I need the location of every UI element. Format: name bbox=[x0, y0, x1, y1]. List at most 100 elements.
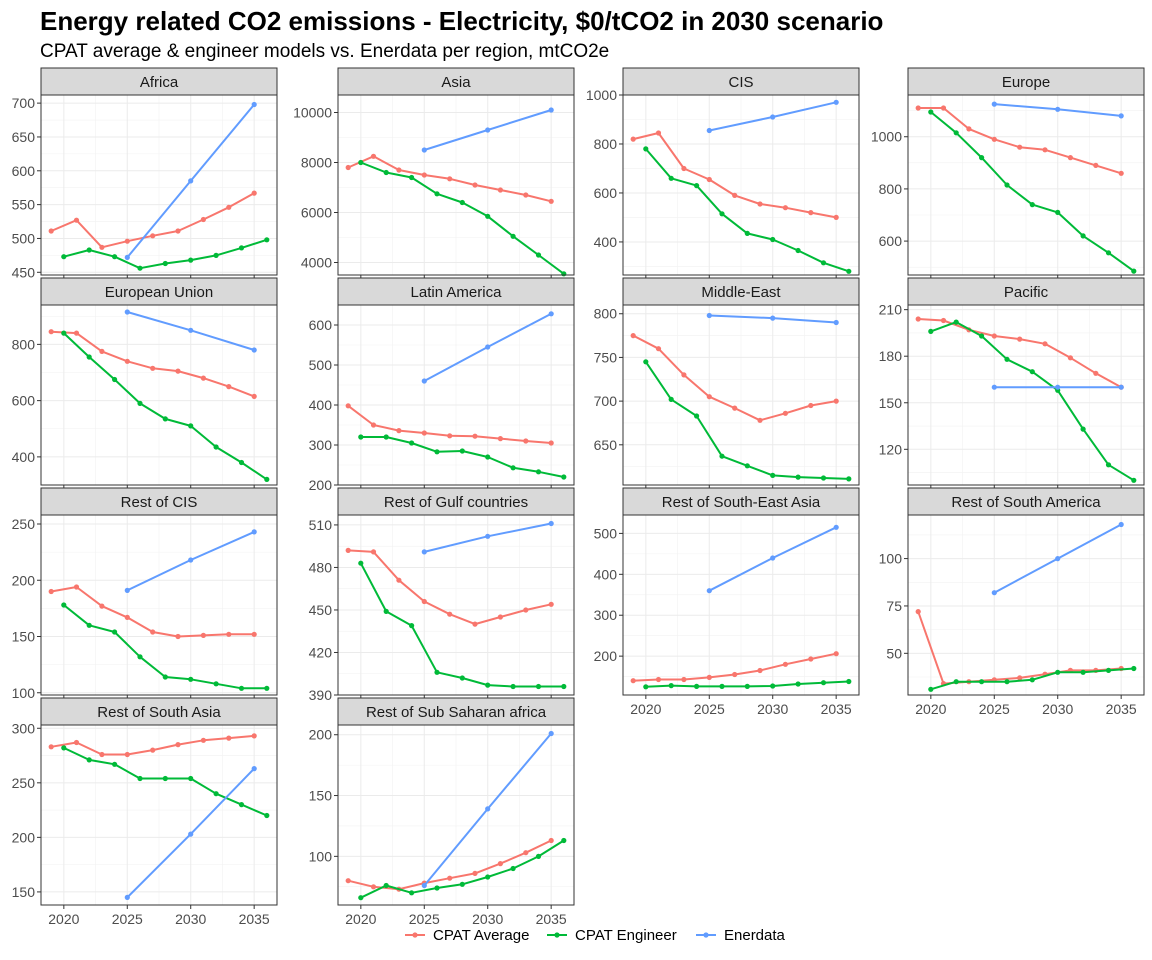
data-point-cpat-average bbox=[497, 187, 503, 193]
series-group bbox=[915, 521, 1137, 692]
data-point-enerdata bbox=[833, 319, 839, 326]
data-point-cpat-engineer bbox=[1105, 667, 1112, 674]
data-point-cpat-engineer bbox=[61, 745, 67, 751]
data-point-cpat-engineer bbox=[358, 560, 364, 566]
y-tick-label: 750 bbox=[594, 349, 618, 365]
data-point-cpat-engineer bbox=[1004, 679, 1010, 685]
data-point-cpat-engineer bbox=[409, 174, 415, 181]
series-group bbox=[345, 107, 567, 277]
data-point-cpat-engineer bbox=[770, 472, 776, 478]
data-point-enerdata bbox=[421, 378, 427, 384]
data-point-cpat-average bbox=[200, 375, 206, 381]
data-point-cpat-average bbox=[251, 733, 257, 739]
data-point-cpat-engineer bbox=[434, 669, 440, 675]
data-point-cpat-engineer bbox=[434, 191, 440, 197]
data-point-cpat-average bbox=[782, 205, 789, 211]
y-axis: 150 200 250 300 bbox=[12, 720, 41, 900]
legend-item-cpat-average: CPAT Average bbox=[405, 927, 529, 944]
y-tick-label: 400 bbox=[309, 397, 333, 413]
strip-rest-of-south-america bbox=[907, 487, 1145, 516]
data-point-cpat-engineer bbox=[1029, 369, 1035, 375]
data-point-cpat-average bbox=[421, 598, 427, 605]
data-point-enerdata bbox=[1118, 521, 1124, 528]
data-point-cpat-engineer bbox=[643, 359, 649, 365]
x-tick-label: 2035 bbox=[821, 701, 852, 717]
data-point-cpat-average bbox=[73, 217, 80, 223]
panel-border bbox=[907, 304, 1145, 486]
strip-label: Rest of Gulf countries bbox=[384, 494, 528, 511]
data-point-enerdata bbox=[188, 831, 194, 837]
x-axis: 2020 2025 2030 2035 bbox=[345, 905, 567, 927]
data-point-cpat-average bbox=[1093, 162, 1099, 168]
panel-border bbox=[337, 94, 575, 276]
legend-key-point bbox=[554, 932, 560, 938]
data-point-cpat-average bbox=[915, 609, 921, 615]
strip-label: European Union bbox=[105, 284, 213, 301]
data-point-cpat-average bbox=[200, 632, 206, 639]
data-point-cpat-average bbox=[226, 204, 232, 210]
y-tick-label: 600 bbox=[12, 393, 36, 409]
data-point-cpat-average bbox=[226, 631, 232, 637]
data-point-cpat-engineer bbox=[719, 453, 725, 459]
data-point-cpat-average bbox=[497, 861, 503, 867]
data-point-enerdata bbox=[421, 882, 427, 889]
y-tick-label: 250 bbox=[12, 516, 36, 532]
y-tick-label: 450 bbox=[309, 602, 333, 618]
data-point-cpat-average bbox=[447, 875, 453, 881]
data-point-cpat-average bbox=[548, 198, 554, 204]
data-point-cpat-average bbox=[1017, 144, 1023, 150]
data-point-cpat-engineer bbox=[86, 757, 92, 763]
data-point-cpat-engineer bbox=[1004, 356, 1010, 362]
x-tick-label: 2025 bbox=[694, 701, 725, 717]
y-tick-label: 150 bbox=[12, 629, 36, 645]
data-point-cpat-engineer bbox=[485, 682, 491, 688]
data-point-cpat-average bbox=[940, 105, 947, 111]
data-point-cpat-engineer bbox=[383, 434, 389, 440]
strip-rest-of-gulf-countries bbox=[337, 487, 575, 516]
data-point-cpat-engineer bbox=[953, 679, 959, 685]
series-group bbox=[630, 524, 852, 690]
y-tick-label: 100 bbox=[309, 848, 333, 864]
strip-label: Latin America bbox=[411, 284, 503, 301]
data-point-cpat-average bbox=[472, 182, 478, 188]
data-point-cpat-engineer bbox=[820, 680, 827, 686]
y-tick-label: 480 bbox=[309, 559, 333, 575]
data-point-enerdata bbox=[485, 533, 491, 539]
data-point-cpat-engineer bbox=[137, 775, 143, 782]
data-point-cpat-engineer bbox=[795, 247, 801, 254]
data-point-cpat-average bbox=[940, 317, 947, 324]
data-point-cpat-engineer bbox=[86, 247, 92, 253]
strip-rest-of-cis bbox=[40, 487, 278, 516]
facet-panels: Africa 450 500 550 600 650 700 2020 2025 2030 2035… bbox=[12, 67, 1145, 927]
data-point-cpat-average bbox=[421, 430, 427, 436]
data-point-enerdata bbox=[770, 114, 776, 120]
x-tick-label: 2030 bbox=[472, 911, 503, 927]
panel-european-union: European Union4006008002020202520302035 bbox=[12, 277, 278, 507]
data-point-cpat-engineer bbox=[238, 685, 245, 691]
y-tick-label: 120 bbox=[879, 441, 903, 457]
series-group bbox=[48, 733, 270, 901]
data-point-cpat-engineer bbox=[979, 155, 985, 161]
data-point-cpat-average bbox=[1093, 370, 1099, 376]
data-point-cpat-engineer bbox=[1080, 426, 1086, 432]
panel-rest-of-gulf-countries: Rest of Gulf countries390420450480510202… bbox=[309, 487, 575, 717]
data-point-cpat-average bbox=[1042, 147, 1048, 153]
data-point-cpat-engineer bbox=[535, 469, 542, 475]
y-tick-label: 100 bbox=[879, 551, 903, 567]
data-point-cpat-engineer bbox=[510, 865, 516, 872]
data-point-enerdata bbox=[991, 590, 997, 596]
data-point-cpat-engineer bbox=[459, 881, 465, 887]
data-point-cpat-engineer bbox=[162, 775, 168, 782]
data-point-enerdata bbox=[251, 529, 257, 535]
series-group bbox=[48, 101, 270, 271]
data-point-cpat-average bbox=[175, 368, 181, 374]
data-point-cpat-average bbox=[833, 398, 839, 404]
x-tick-label: 2020 bbox=[915, 701, 946, 717]
data-point-cpat-engineer bbox=[409, 440, 415, 446]
data-point-enerdata bbox=[421, 549, 427, 555]
data-point-cpat-engineer bbox=[928, 109, 934, 115]
data-point-enerdata bbox=[548, 730, 554, 737]
data-point-cpat-engineer bbox=[744, 230, 750, 236]
x-tick-label: 2035 bbox=[239, 911, 270, 927]
data-point-cpat-average bbox=[73, 739, 80, 746]
